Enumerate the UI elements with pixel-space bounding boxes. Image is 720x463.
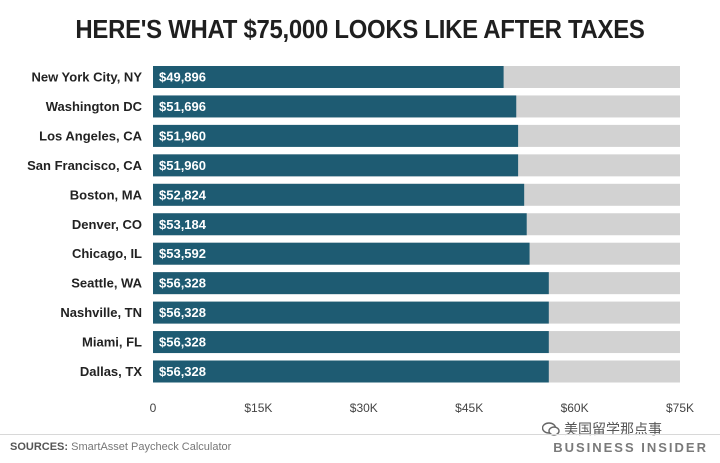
bar	[153, 242, 530, 265]
bar	[153, 213, 527, 236]
brand-logo: BUSINESS INSIDER	[553, 440, 708, 455]
bar	[153, 66, 504, 88]
x-tick-label: 0	[150, 401, 157, 415]
value-label: $56,328	[159, 276, 206, 291]
x-tick-label: $30K	[350, 401, 378, 415]
watermark-text: 美国留学那点事	[564, 421, 662, 437]
category-label: Boston, MA	[70, 187, 143, 202]
category-label: Washington DC	[46, 99, 143, 114]
value-label: $53,184	[159, 217, 207, 232]
value-label: $51,696	[159, 99, 206, 114]
bar	[153, 272, 549, 295]
category-label: Seattle, WA	[71, 276, 142, 291]
category-label: Denver, CO	[72, 217, 142, 232]
value-label: $51,960	[159, 128, 206, 143]
category-label: Nashville, TN	[60, 305, 142, 320]
x-tick-label: $45K	[455, 401, 483, 415]
x-tick-label: $15K	[244, 401, 272, 415]
wechat-icon	[542, 422, 560, 436]
category-label: Dallas, TX	[80, 364, 142, 379]
value-label: $51,960	[159, 158, 206, 173]
x-tick-label: $75K	[666, 401, 694, 415]
bar	[153, 95, 517, 118]
bar	[153, 154, 519, 177]
bar-chart: New York City, NY $49,896 Washington DC $51…	[27, 66, 694, 415]
value-label: $56,328	[159, 305, 206, 320]
bar	[153, 331, 549, 354]
value-label: $52,824	[159, 187, 207, 202]
value-label: $53,592	[159, 246, 206, 261]
category-label: Miami, FL	[82, 335, 142, 350]
bar	[153, 360, 549, 383]
chart-title: HERE'S WHAT $75,000 LOOKS LIKE AFTER TAX…	[75, 14, 645, 44]
bar	[153, 124, 519, 147]
sources-note: SOURCES: SmartAsset Paycheck Calculator	[10, 441, 231, 453]
value-label: $56,328	[159, 335, 206, 350]
bar	[153, 183, 525, 206]
category-label: Chicago, IL	[72, 246, 142, 261]
category-label: San Francisco, CA	[27, 158, 142, 173]
sources-text: SmartAsset Paycheck Calculator	[71, 441, 232, 453]
watermark: 美国留学那点事	[542, 419, 662, 439]
category-label: Los Angeles, CA	[39, 128, 142, 143]
footer-divider	[0, 434, 720, 435]
sources-label: SOURCES:	[10, 441, 69, 453]
value-label: $49,896	[159, 70, 206, 85]
bar	[153, 301, 549, 324]
category-label: New York City, NY	[31, 70, 142, 85]
value-label: $56,328	[159, 364, 206, 379]
x-tick-label: $60K	[561, 401, 589, 415]
